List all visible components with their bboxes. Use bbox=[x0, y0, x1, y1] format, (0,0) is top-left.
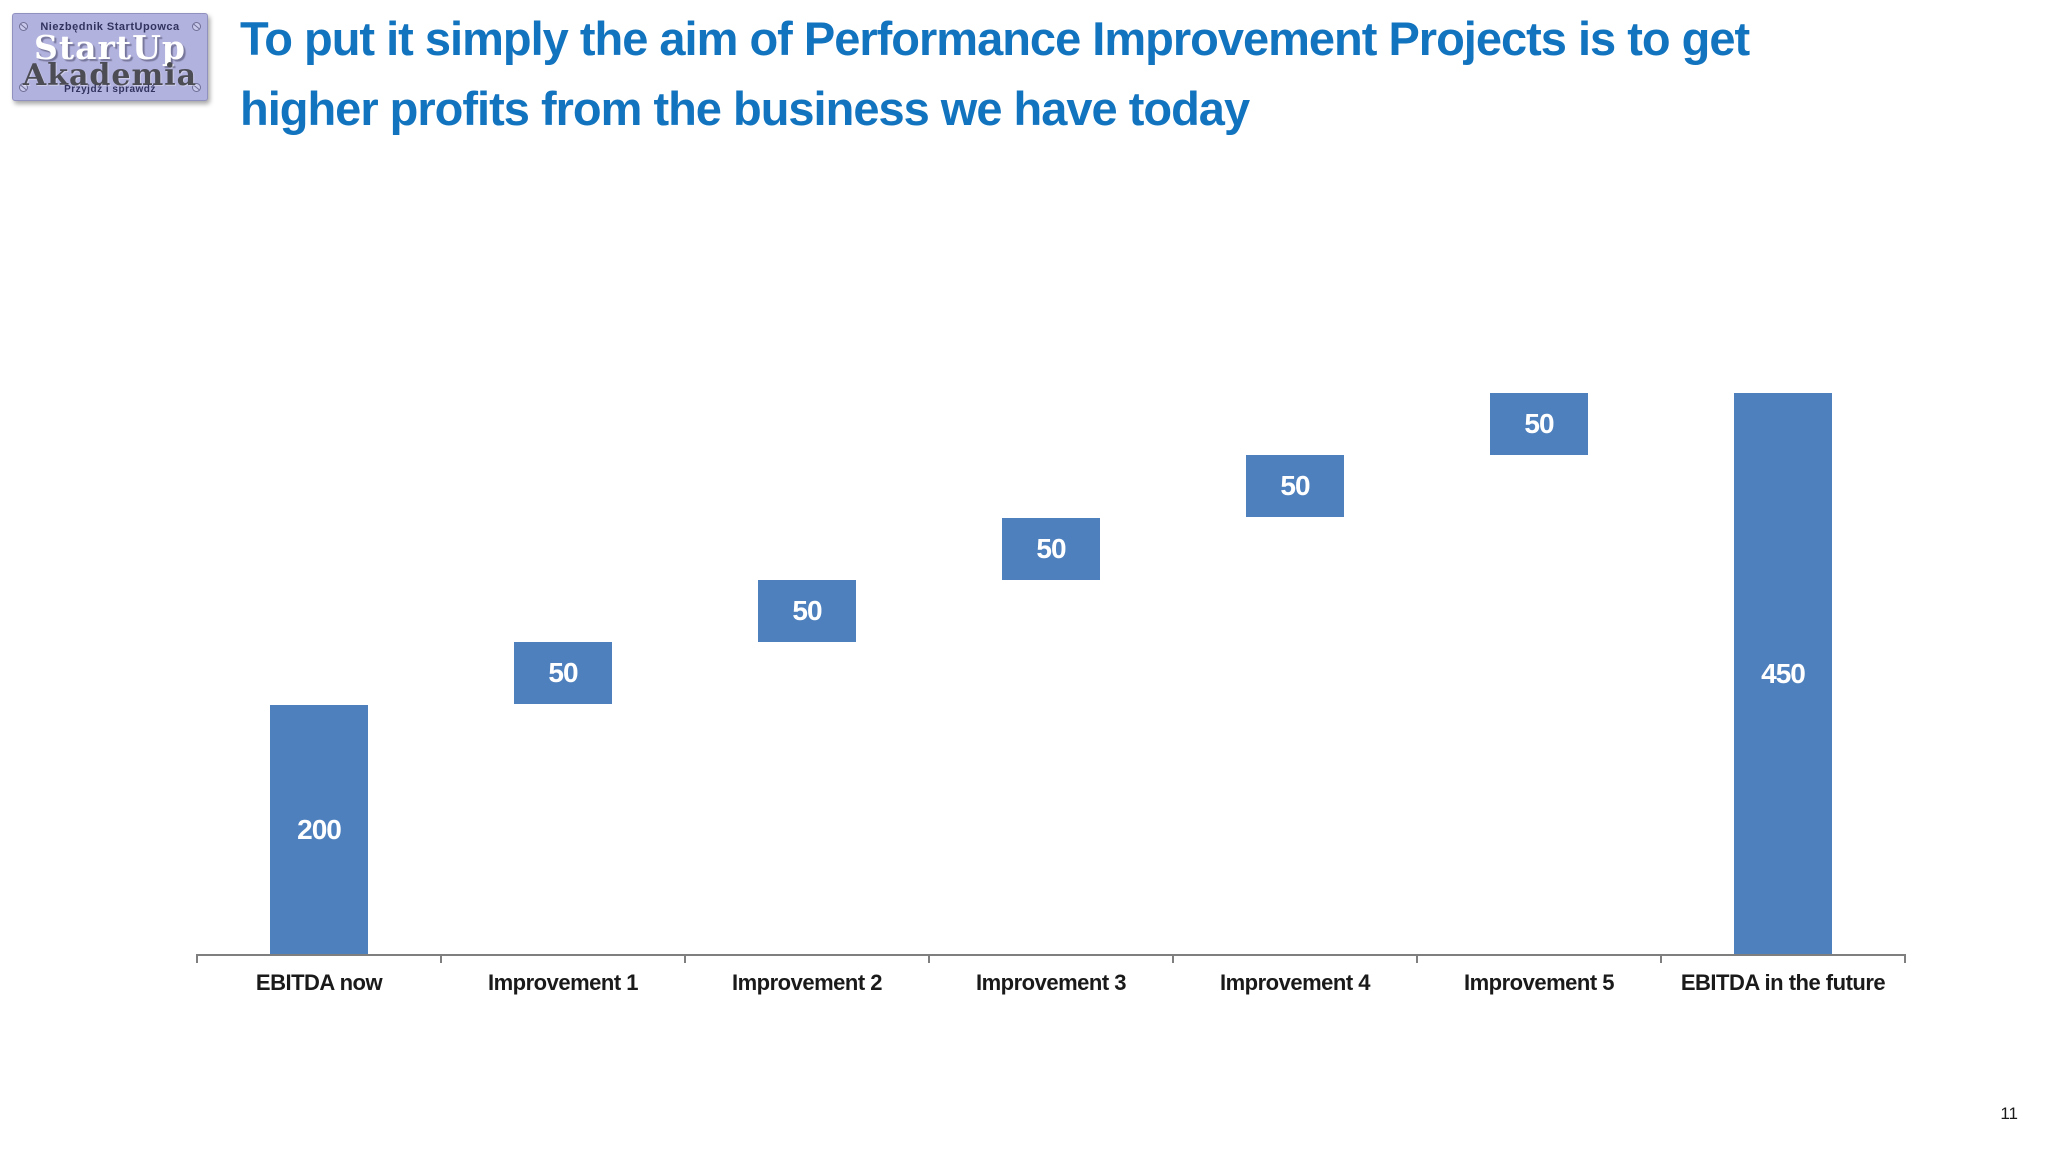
screw-icon bbox=[192, 22, 201, 31]
page-number: 11 bbox=[2000, 1104, 2018, 1123]
x-axis-tick bbox=[1904, 954, 1906, 963]
screw-icon bbox=[192, 83, 201, 92]
bar-value-label: 50 bbox=[1524, 408, 1554, 439]
screw-icon bbox=[19, 22, 28, 31]
x-axis-tick bbox=[440, 954, 442, 963]
category-label: Improvement 5 bbox=[1464, 970, 1615, 995]
x-axis-tick bbox=[196, 954, 198, 963]
waterfall-bar-improvement-3: 50 bbox=[1002, 518, 1100, 580]
logo-tagline-bottom: Przyjdź i sprawdź bbox=[64, 84, 156, 95]
bar-value-label: 50 bbox=[792, 595, 822, 626]
waterfall-bar-improvement-2: 50 bbox=[758, 580, 856, 642]
bar-value-label: 200 bbox=[297, 813, 342, 845]
bar-value-label: 50 bbox=[548, 657, 578, 688]
slide-title-line-2: higher profits from the business we have… bbox=[240, 82, 1250, 135]
category-label: Improvement 4 bbox=[1220, 970, 1371, 995]
bar-value-label: 450 bbox=[1761, 657, 1806, 689]
logo-title-akademia: Akademia bbox=[22, 58, 198, 93]
x-axis-line bbox=[196, 954, 1906, 956]
waterfall-bar-improvement-4: 50 bbox=[1246, 455, 1344, 517]
screw-icon bbox=[19, 83, 28, 92]
waterfall-bar-improvement-5: 50 bbox=[1490, 393, 1588, 455]
startup-akademia-logo: Niezbędnik StartUpowca StartUp Akademia … bbox=[12, 13, 208, 101]
slide-title-line-1: To put it simply the aim of Performance … bbox=[240, 12, 1750, 65]
category-label: EBITDA in the future bbox=[1680, 970, 1886, 995]
slide-title: To put it simply the aim of Performance … bbox=[240, 4, 1960, 144]
category-label: Improvement 1 bbox=[488, 970, 639, 995]
waterfall-bar-improvement-1: 50 bbox=[514, 642, 612, 704]
category-label: Improvement 3 bbox=[976, 970, 1127, 995]
x-axis-tick bbox=[1172, 954, 1174, 963]
x-axis-tick bbox=[1660, 954, 1662, 963]
category-label: EBITDA now bbox=[255, 970, 383, 995]
category-label: Improvement 2 bbox=[732, 970, 883, 995]
bar-value-label: 50 bbox=[1280, 470, 1310, 501]
logo-title-startup: StartUp bbox=[34, 28, 186, 67]
waterfall-bar-ebitda-in-the-future: 450 bbox=[1734, 393, 1832, 954]
bar-value-label: 50 bbox=[1036, 533, 1066, 564]
logo-tagline-top: Niezbędnik StartUpowca bbox=[40, 21, 180, 33]
waterfall-bar-ebitda-now: 200 bbox=[270, 705, 368, 954]
x-axis-tick bbox=[928, 954, 930, 963]
x-axis-tick bbox=[684, 954, 686, 963]
x-axis-tick bbox=[1416, 954, 1418, 963]
